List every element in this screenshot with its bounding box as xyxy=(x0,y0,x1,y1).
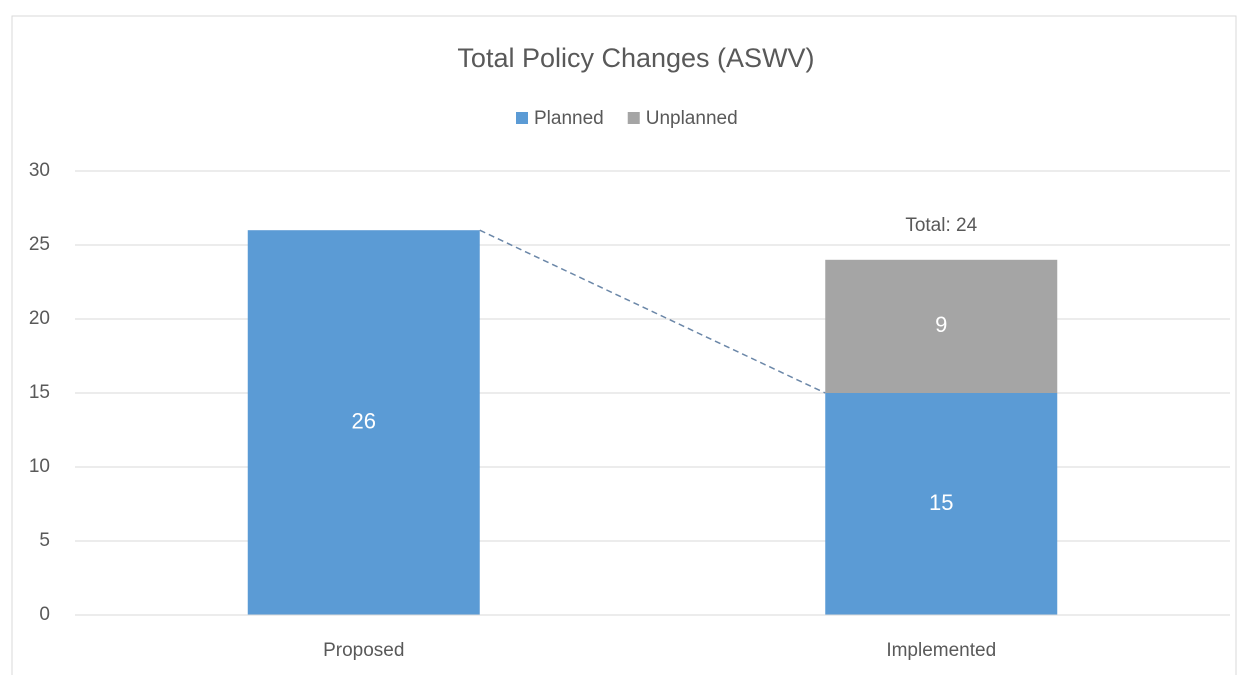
x-tick-label: Implemented xyxy=(886,640,996,661)
data-label: 9 xyxy=(935,312,947,337)
legend-label: Planned xyxy=(534,108,604,129)
y-tick-label: 30 xyxy=(29,160,50,181)
legend-swatch xyxy=(627,112,640,124)
legend-swatch xyxy=(516,112,528,124)
bar-segment xyxy=(247,230,480,615)
y-tick-label: 10 xyxy=(29,456,50,477)
y-tick-label: 20 xyxy=(29,308,50,329)
x-tick-label: Proposed xyxy=(323,640,404,661)
chart-title: Total Policy Changes (ASWV) xyxy=(457,43,814,73)
total-label: Total: 24 xyxy=(905,215,977,236)
data-label: 26 xyxy=(352,408,376,433)
bar-segment xyxy=(825,393,1058,615)
y-tick-label: 15 xyxy=(29,382,50,403)
legend-label: Unplanned xyxy=(646,108,738,129)
bar-segment xyxy=(825,259,1058,393)
y-tick-label: 0 xyxy=(39,604,50,625)
connector-line xyxy=(479,229,826,394)
data-label: 15 xyxy=(929,490,953,515)
y-tick-label: 25 xyxy=(29,234,50,255)
y-tick-label: 5 xyxy=(39,530,50,551)
